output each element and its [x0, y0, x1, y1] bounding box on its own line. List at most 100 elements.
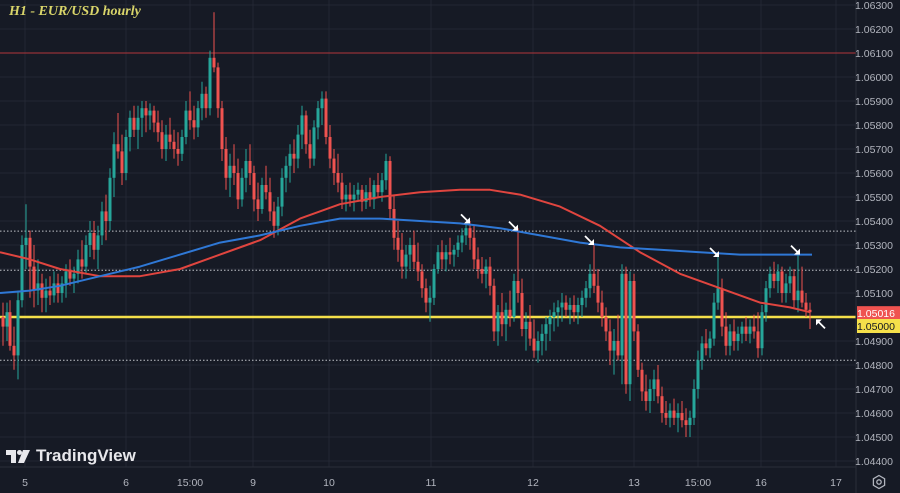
candle-body [88, 233, 92, 245]
candle-body [496, 312, 500, 332]
candle-body [756, 331, 760, 349]
bullish-candle [796, 254, 800, 313]
candle-body [296, 134, 300, 159]
bearish-candle [168, 117, 172, 149]
candle-body [344, 194, 348, 200]
price-tick-label: 1.04500 [855, 432, 893, 444]
bearish-candle [248, 144, 252, 185]
candle-body [772, 273, 776, 281]
bullish-candle [700, 336, 704, 370]
bearish-candle [752, 314, 756, 339]
candle-body [360, 189, 364, 202]
last-price-badge: 1.05016 [857, 306, 900, 321]
bearish-candle [424, 278, 428, 313]
bearish-candle [656, 365, 660, 404]
time-tick-label: 5 [22, 477, 28, 489]
candle-body [388, 161, 392, 209]
moving-averages [0, 188, 812, 314]
arrow-icon [790, 244, 800, 255]
settings-icon[interactable] [871, 474, 887, 490]
bullish-candle [312, 120, 316, 166]
candle-body [592, 273, 596, 286]
time-axis[interactable]: 5 6 15:00 9 10 11 12 13 15:00 16 17 [22, 477, 842, 489]
bullish-candle [788, 266, 792, 293]
support-badge-bg [857, 319, 900, 333]
bullish-candle [652, 369, 656, 401]
bullish-candle [768, 266, 772, 298]
bearish-candle [396, 221, 400, 262]
candle-body [164, 134, 168, 149]
candle-body [104, 211, 108, 221]
candle-body [608, 331, 612, 351]
candle-body [5, 312, 9, 327]
bullish-candle [44, 278, 48, 313]
bearish-candle [520, 278, 524, 337]
candle-body [504, 309, 508, 325]
price-tick-label: 1.06100 [855, 48, 893, 60]
candle-body [68, 271, 72, 279]
bearish-candle [28, 230, 32, 298]
bearish-candle [152, 105, 156, 133]
bearish-candle [572, 295, 576, 322]
bullish-candle [96, 225, 100, 269]
candle-body [544, 324, 548, 334]
bullish-candle [692, 379, 696, 425]
arrow-icon [508, 220, 518, 231]
arrow-icon [460, 213, 470, 224]
candle-body [300, 115, 304, 135]
bearish-candle [392, 194, 396, 250]
bearish-candle [388, 156, 392, 219]
candle-body [564, 302, 568, 310]
price-tick-label: 1.04600 [855, 408, 893, 420]
candle-body [116, 144, 120, 152]
arrow-head [794, 248, 800, 255]
candle-body [516, 281, 520, 293]
candle-body [508, 309, 512, 317]
candle-body [440, 252, 444, 260]
candle-body [204, 93, 208, 109]
candle-body [768, 273, 772, 289]
bearish-candle [780, 266, 784, 303]
candle-body [348, 194, 352, 200]
bullish-candle [200, 81, 204, 121]
bearish-candle [416, 242, 420, 281]
bearish-candle [328, 125, 332, 169]
candle-body [368, 192, 372, 200]
candle-body [72, 273, 76, 279]
candle-body [432, 269, 436, 298]
bullish-candle [60, 276, 64, 303]
candle-body [20, 245, 24, 301]
candle-body [320, 98, 324, 109]
price-axis[interactable]: 1.06300 1.06200 1.06100 1.06000 1.05900 1.058… [855, 0, 893, 468]
price-tick-label: 1.04400 [855, 456, 893, 468]
time-tick-label: 13 [628, 477, 640, 489]
bearish-candle [304, 110, 308, 154]
candle-body [200, 93, 204, 109]
bullish-candle [740, 321, 744, 344]
bullish-candle [112, 132, 116, 197]
candle-body [656, 379, 660, 397]
bullish-candle [136, 105, 140, 149]
candle-body [576, 305, 580, 313]
candle-body [428, 297, 432, 303]
bearish-candle [492, 278, 496, 341]
candle-body [244, 161, 248, 178]
candle-body [588, 273, 592, 289]
candle-body [228, 165, 232, 178]
bullish-candle [364, 185, 368, 209]
candle-body [112, 144, 116, 178]
bullish-candle [124, 129, 128, 181]
bullish-candle [568, 297, 572, 325]
candle-body [248, 161, 252, 173]
bearish-candle [476, 247, 480, 279]
bearish-candle [472, 225, 476, 269]
candle-body [420, 271, 424, 289]
candle-body [180, 137, 184, 154]
candle-body [740, 326, 744, 334]
bullish-candle [560, 293, 564, 322]
candle-body [716, 288, 720, 303]
bullish-candle [648, 379, 652, 413]
bearish-candle [252, 165, 256, 212]
bearish-candle [596, 269, 600, 313]
